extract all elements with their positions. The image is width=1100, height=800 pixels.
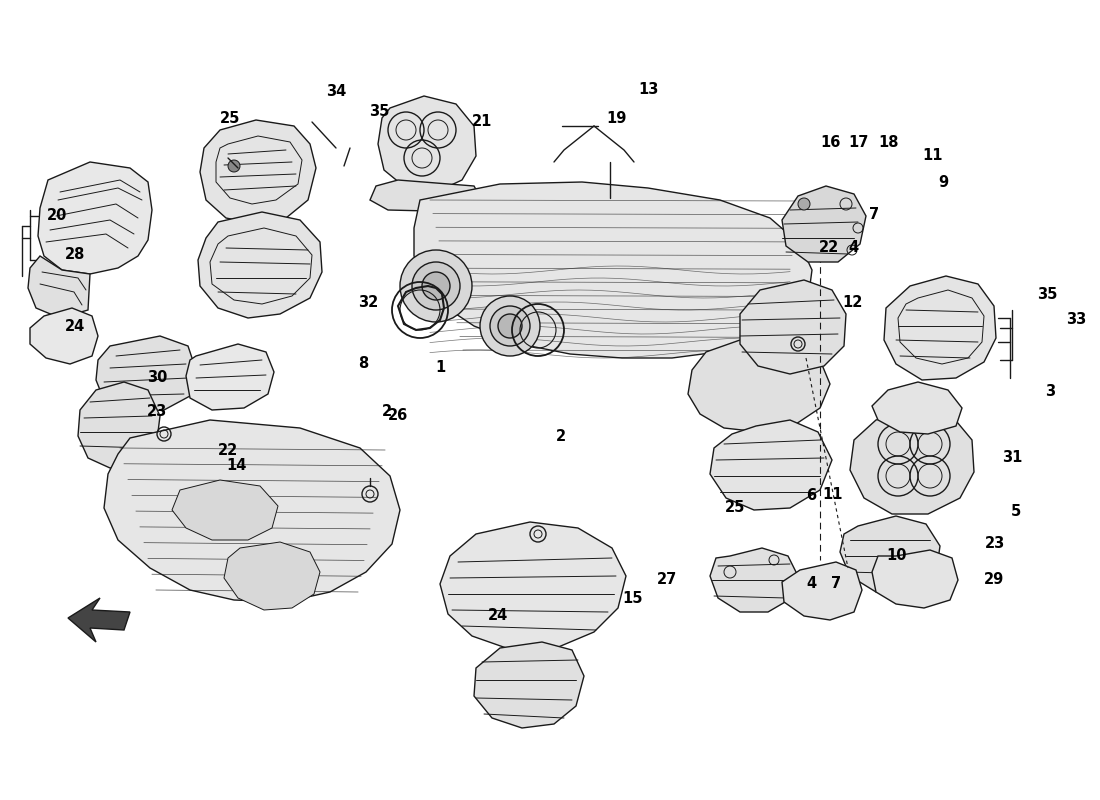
Polygon shape	[872, 382, 962, 434]
Text: 33: 33	[1066, 313, 1086, 327]
Text: 18: 18	[879, 135, 899, 150]
Polygon shape	[96, 336, 196, 412]
Text: 21: 21	[472, 114, 492, 129]
Polygon shape	[840, 516, 940, 592]
Polygon shape	[440, 522, 626, 650]
Text: 4: 4	[848, 241, 859, 255]
Circle shape	[480, 296, 540, 356]
Polygon shape	[710, 548, 798, 612]
Polygon shape	[30, 308, 98, 364]
Circle shape	[228, 160, 240, 172]
Text: 28: 28	[65, 247, 85, 262]
Circle shape	[498, 314, 522, 338]
Polygon shape	[224, 542, 320, 610]
Text: 12: 12	[843, 295, 862, 310]
Polygon shape	[414, 182, 812, 358]
Polygon shape	[370, 180, 482, 212]
Text: 2: 2	[382, 405, 393, 419]
Circle shape	[490, 306, 530, 346]
Text: 7: 7	[830, 577, 842, 591]
Text: 29: 29	[984, 573, 1004, 587]
Circle shape	[422, 272, 450, 300]
Polygon shape	[68, 598, 130, 642]
Text: 8: 8	[358, 357, 368, 371]
Text: 23: 23	[986, 537, 1005, 551]
Text: 19: 19	[606, 111, 626, 126]
Polygon shape	[850, 408, 974, 514]
Polygon shape	[172, 480, 278, 540]
Text: 7: 7	[869, 207, 880, 222]
Text: 16: 16	[821, 135, 840, 150]
Polygon shape	[782, 186, 866, 262]
Text: 31: 31	[1002, 450, 1022, 465]
Text: 14: 14	[227, 458, 246, 473]
Polygon shape	[688, 332, 830, 432]
Circle shape	[412, 262, 460, 310]
Circle shape	[400, 250, 472, 322]
Polygon shape	[200, 120, 316, 224]
Polygon shape	[710, 420, 832, 510]
Text: 35: 35	[1037, 287, 1057, 302]
Text: 5: 5	[1011, 505, 1022, 519]
Text: 4: 4	[806, 577, 817, 591]
Text: 9: 9	[938, 175, 949, 190]
Text: 6: 6	[805, 489, 816, 503]
Text: 26: 26	[388, 409, 408, 423]
Text: 11: 11	[923, 149, 943, 163]
Text: 10: 10	[887, 549, 906, 563]
Text: 24: 24	[65, 319, 85, 334]
Text: 23: 23	[147, 405, 167, 419]
Polygon shape	[78, 382, 160, 468]
Text: 2: 2	[556, 429, 566, 443]
Text: 17: 17	[848, 135, 868, 150]
Polygon shape	[104, 420, 400, 602]
Text: 15: 15	[623, 591, 642, 606]
Text: 3: 3	[1045, 385, 1056, 399]
Text: 27: 27	[657, 573, 676, 587]
Circle shape	[798, 198, 810, 210]
Text: 34: 34	[327, 85, 346, 99]
Text: 22: 22	[218, 443, 238, 458]
Text: 13: 13	[639, 82, 659, 97]
Text: 24: 24	[488, 609, 508, 623]
Text: 22: 22	[820, 241, 839, 255]
Text: 32: 32	[359, 295, 378, 310]
Text: 30: 30	[147, 370, 167, 385]
Polygon shape	[474, 642, 584, 728]
Polygon shape	[28, 256, 90, 318]
Polygon shape	[884, 276, 996, 380]
Polygon shape	[740, 280, 846, 374]
Text: 25: 25	[220, 111, 240, 126]
Polygon shape	[198, 212, 322, 318]
Polygon shape	[378, 96, 476, 192]
Text: 35: 35	[370, 105, 389, 119]
Text: 20: 20	[47, 209, 67, 223]
Polygon shape	[39, 162, 152, 274]
Polygon shape	[782, 562, 862, 620]
Polygon shape	[872, 550, 958, 608]
Polygon shape	[186, 344, 274, 410]
Text: 25: 25	[725, 501, 745, 515]
Text: 11: 11	[823, 487, 843, 502]
Text: 1: 1	[434, 361, 446, 375]
